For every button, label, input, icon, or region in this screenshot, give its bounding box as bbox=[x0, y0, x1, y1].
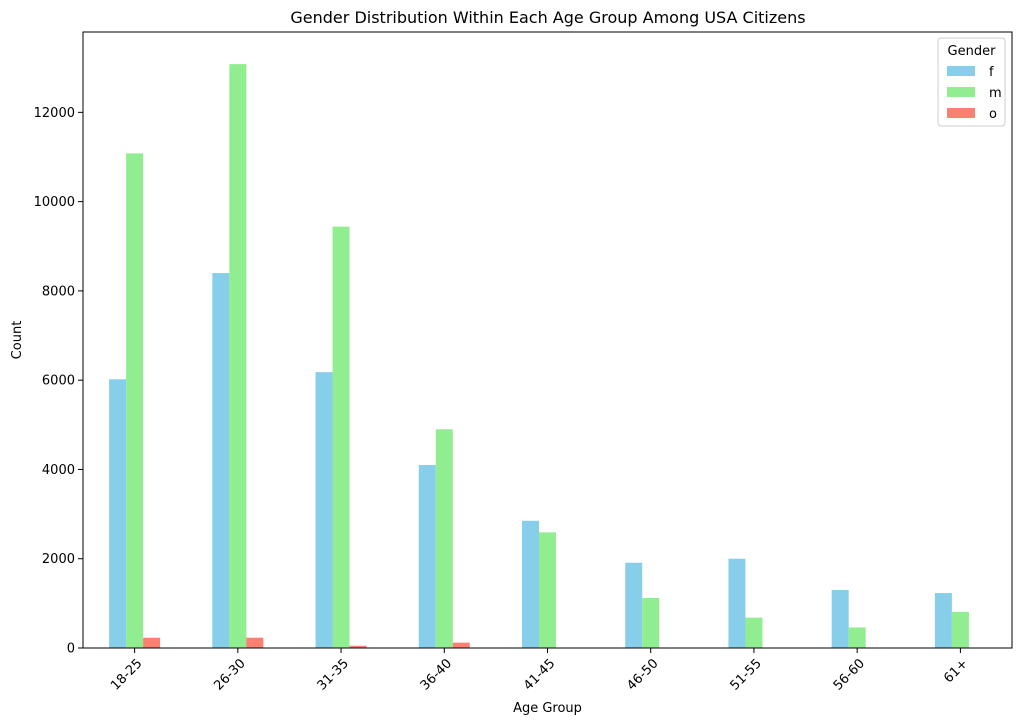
bar-26-30-f bbox=[212, 273, 230, 648]
bar-61+-m bbox=[951, 611, 969, 648]
bar-31-35-m bbox=[332, 226, 350, 648]
bar-56-60-f bbox=[831, 589, 849, 648]
bar-36-40-m bbox=[435, 429, 453, 648]
bar-56-60-m bbox=[848, 627, 866, 648]
bar-18-25-m bbox=[126, 153, 144, 648]
y-tick-label: 12000 bbox=[34, 106, 75, 121]
legend-swatch-o bbox=[947, 108, 975, 118]
x-tick-label: 56-60 bbox=[831, 656, 868, 693]
y-tick-label: 6000 bbox=[42, 374, 75, 389]
bars-layer bbox=[109, 64, 969, 648]
bar-51-55-m bbox=[745, 617, 763, 648]
bar-46-50-m bbox=[642, 598, 660, 648]
x-axis: 18-25 26-30 31-35 36-40 41-45 46-50 51-55 56-60… bbox=[108, 648, 971, 694]
bar-51-55-f bbox=[728, 558, 746, 648]
x-tick-label: 36-40 bbox=[418, 656, 455, 693]
legend-swatch-m bbox=[947, 87, 975, 97]
y-tick-label: 10000 bbox=[34, 195, 75, 210]
x-tick-label: 51-55 bbox=[727, 656, 764, 693]
bar-26-30-m bbox=[229, 64, 247, 648]
bar-41-45-f bbox=[522, 520, 539, 648]
bar-18-25-f bbox=[109, 379, 127, 648]
legend-label-o: o bbox=[989, 107, 997, 122]
legend-title: Gender bbox=[948, 44, 997, 59]
y-axis: 0 2000 4000 6000 8000 10000 12000 bbox=[34, 106, 83, 657]
x-tick-label: 61+ bbox=[941, 656, 971, 686]
bar-31-35-f bbox=[315, 372, 333, 648]
bar-46-50-f bbox=[625, 562, 643, 648]
bar-18-25-o bbox=[143, 637, 161, 648]
legend-swatch-f bbox=[947, 66, 975, 76]
legend: Gender fmo bbox=[937, 37, 1006, 127]
bar-31-35-o bbox=[349, 645, 367, 648]
bar-36-40-f bbox=[418, 464, 436, 648]
y-tick-label: 0 bbox=[67, 642, 75, 657]
x-tick-label: 41-45 bbox=[521, 656, 558, 693]
y-tick-label: 8000 bbox=[42, 284, 75, 299]
x-tick-label: 26-30 bbox=[211, 656, 248, 693]
legend-label-f: f bbox=[989, 65, 994, 80]
bar-61+-f bbox=[934, 593, 952, 648]
x-tick-label: 31-35 bbox=[315, 656, 352, 693]
x-tick-label: 18-25 bbox=[108, 656, 145, 693]
x-tick-label: 46-50 bbox=[624, 656, 661, 693]
y-tick-label: 4000 bbox=[42, 463, 75, 478]
chart-title: Gender Distribution Within Each Age Grou… bbox=[290, 8, 805, 27]
bar-41-45-m bbox=[539, 532, 556, 648]
legend-box bbox=[937, 37, 1006, 127]
y-tick-label: 2000 bbox=[42, 552, 75, 567]
bar-26-30-o bbox=[246, 637, 264, 648]
y-axis-title: Count bbox=[10, 321, 25, 360]
bar-36-40-o bbox=[452, 642, 470, 648]
x-axis-title: Age Group bbox=[513, 701, 582, 716]
legend-label-m: m bbox=[989, 86, 1002, 101]
